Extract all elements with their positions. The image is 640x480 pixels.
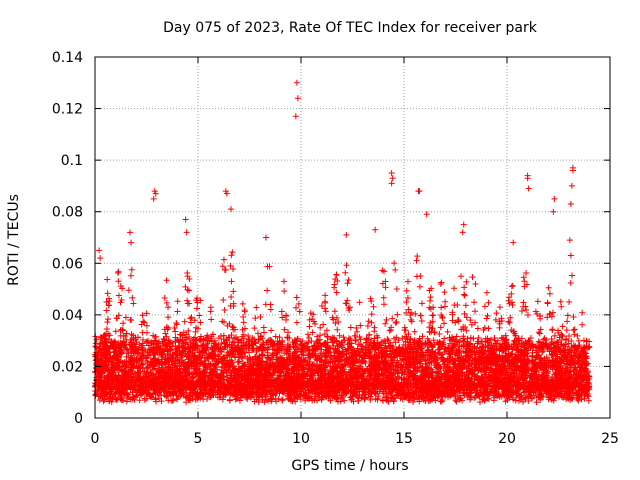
roti-point	[335, 370, 342, 377]
roti-point	[375, 393, 382, 400]
roti-point	[300, 352, 307, 359]
chart-title: Day 075 of 2023, Rate Of TEC Index for r…	[163, 20, 538, 36]
roti-point	[333, 396, 340, 403]
roti-point	[435, 350, 442, 357]
roti-point	[491, 394, 498, 401]
roti-point	[581, 395, 588, 402]
roti-point	[487, 336, 494, 343]
roti-point	[448, 345, 455, 352]
roti-point	[100, 398, 107, 405]
roti-point	[582, 391, 589, 398]
roti-point	[214, 351, 221, 358]
roti-point	[233, 395, 240, 402]
roti-point	[157, 388, 164, 395]
roti-point	[372, 396, 379, 403]
roti-point	[327, 352, 334, 359]
roti-point	[259, 343, 266, 350]
roti-point	[490, 343, 497, 350]
roti-point	[261, 399, 268, 406]
roti-point	[575, 337, 582, 344]
roti-point	[200, 396, 207, 403]
roti-point	[268, 355, 275, 362]
roti-point	[353, 390, 360, 397]
roti-point	[336, 349, 343, 356]
roti-point	[535, 338, 542, 345]
roti-point	[113, 396, 120, 403]
roti-point	[229, 338, 236, 345]
roti-point	[566, 332, 573, 339]
roti-point	[130, 385, 137, 392]
roti-point	[318, 346, 325, 353]
roti-point	[264, 345, 271, 352]
roti-point	[341, 397, 348, 404]
roti-point	[175, 393, 182, 400]
roti-point	[154, 392, 161, 399]
roti-point	[236, 358, 243, 365]
roti-point	[313, 338, 320, 345]
roti-point	[522, 395, 529, 402]
roti-point	[124, 395, 131, 402]
roti-point	[170, 339, 177, 346]
roti-point	[311, 342, 318, 349]
roti-point	[146, 391, 153, 398]
roti-point	[575, 397, 582, 404]
roti-point	[267, 356, 274, 363]
roti-point	[459, 397, 466, 404]
roti-point	[329, 393, 336, 400]
roti-point	[410, 399, 417, 406]
roti-point	[143, 355, 150, 362]
roti-point	[297, 396, 304, 403]
roti-point	[379, 397, 386, 404]
roti-point	[144, 359, 151, 366]
roti-point	[328, 353, 335, 360]
roti-point	[305, 395, 312, 402]
roti-point	[549, 357, 556, 364]
roti-point	[284, 347, 291, 354]
data-points	[92, 79, 593, 406]
roti-point	[355, 397, 362, 404]
roti-point	[397, 395, 404, 402]
roti-point	[114, 395, 121, 402]
roti-point	[279, 397, 286, 404]
roti-point	[340, 334, 347, 341]
roti-point	[494, 393, 501, 400]
roti-point	[533, 399, 540, 406]
roti-point	[499, 347, 506, 354]
roti-point	[260, 347, 267, 354]
roti-point	[226, 397, 233, 404]
roti-point	[146, 346, 153, 353]
roti-point	[252, 340, 259, 347]
roti-point	[413, 389, 420, 396]
roti-point	[453, 398, 460, 405]
roti-point	[292, 349, 299, 356]
roti-point	[574, 332, 581, 339]
roti-point	[146, 349, 153, 356]
roti-point	[211, 340, 218, 347]
roti-point	[504, 397, 511, 404]
roti-point	[256, 345, 263, 352]
roti-point	[210, 391, 217, 398]
roti-point	[371, 335, 378, 342]
